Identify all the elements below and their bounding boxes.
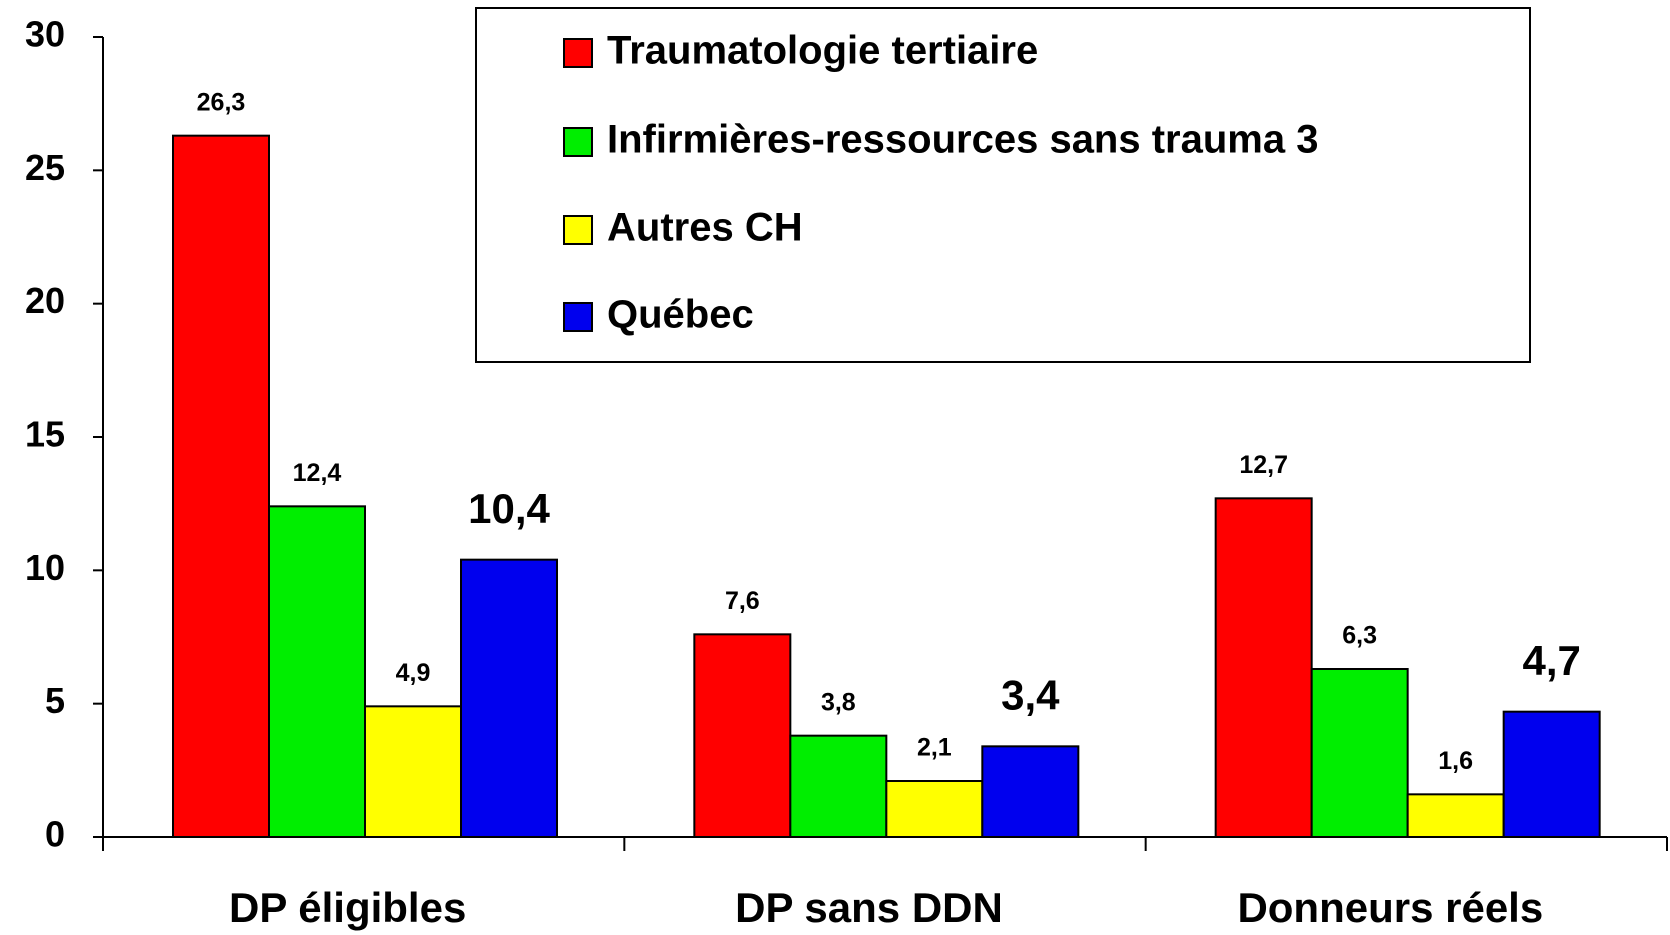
value-label: 2,1 [917, 734, 952, 762]
value-label: 6,3 [1342, 622, 1377, 650]
x-tick-label: DP sans DDN [735, 884, 1003, 931]
value-label: 12,4 [293, 459, 342, 487]
bar [1216, 498, 1312, 837]
value-label: 10,4 [468, 485, 550, 532]
value-label: 4,7 [1522, 637, 1580, 684]
y-tick-label: 30 [25, 14, 65, 55]
value-label: 12,7 [1239, 451, 1288, 479]
bar [1408, 794, 1504, 837]
bar [269, 506, 365, 837]
legend-swatch [564, 303, 592, 331]
value-label: 1,6 [1438, 747, 1473, 775]
bar [173, 136, 269, 837]
value-label: 3,4 [1001, 671, 1060, 718]
y-tick-label: 5 [45, 680, 65, 721]
bar [1312, 669, 1408, 837]
y-tick-label: 20 [25, 280, 65, 321]
bar [886, 781, 982, 837]
bar [365, 706, 461, 837]
value-label: 3,8 [821, 688, 856, 716]
y-tick-label: 15 [25, 414, 65, 455]
legend-swatch [564, 39, 592, 67]
y-tick-label: 0 [45, 814, 65, 855]
legend-label: Autres CH [607, 206, 803, 250]
legend-swatch [564, 128, 592, 156]
y-tick-label: 25 [25, 147, 65, 188]
value-label: 4,9 [396, 659, 431, 687]
bar [790, 736, 886, 837]
legend-label: Infirmières-ressources sans trauma 3 [607, 118, 1318, 162]
chart: 0 5 10 15 20 25 30 DP éligibles 26,3 12,4 4,9 10,4 D… [0, 0, 1670, 935]
x-tick-label: DP éligibles [229, 884, 466, 931]
bar [982, 746, 1078, 837]
bar [694, 634, 790, 837]
legend-label: Québec [607, 293, 754, 337]
legend-swatch [564, 216, 592, 244]
x-tick-label: Donneurs réels [1237, 884, 1543, 931]
legend-label: Traumatologie tertiaire [607, 29, 1038, 73]
y-tick-label: 10 [25, 547, 65, 588]
bar [1504, 712, 1600, 837]
value-label: 26,3 [197, 88, 246, 116]
value-label: 7,6 [725, 587, 760, 615]
bar [461, 560, 557, 837]
